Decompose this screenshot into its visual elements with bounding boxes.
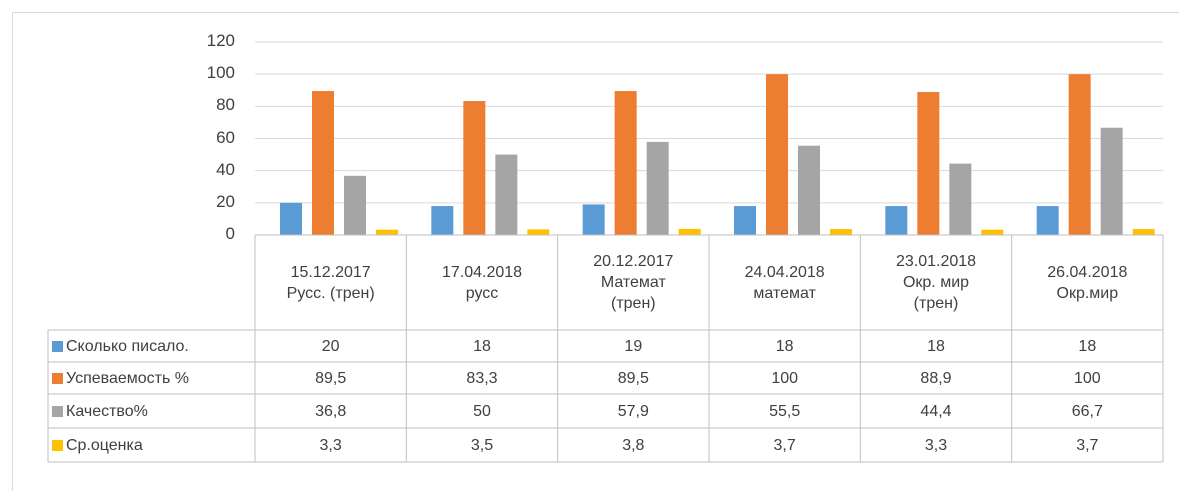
y-tick-label: 20 [216, 191, 235, 211]
legend-swatch [52, 340, 63, 352]
bar [1068, 74, 1091, 236]
table-value: 83,3 [466, 369, 498, 387]
category-label: 26.04.2018 Окр.мир [1047, 263, 1128, 302]
bar [766, 74, 788, 236]
bar [344, 175, 366, 235]
bar [885, 206, 908, 235]
bar [1132, 229, 1155, 235]
category-label: 15.12.2017 Русс. (трен) [286, 263, 375, 302]
bar [1100, 127, 1123, 235]
y-tick-label: 40 [216, 159, 235, 179]
bar [527, 229, 550, 235]
legend-entry: Качество% [48, 394, 255, 428]
category-label: 20.12.2017 Математ (трен) [593, 253, 674, 312]
bar [830, 229, 852, 235]
table-value: 57,9 [617, 402, 649, 420]
table-value: 3,7 [773, 436, 796, 454]
bar [1036, 206, 1059, 235]
y-tick-label: 0 [225, 224, 235, 243]
table-value: 100 [1073, 369, 1101, 387]
category-label: 17.04.2018 русс [441, 263, 523, 302]
bar [614, 91, 637, 235]
chart-border [12, 12, 1179, 491]
table-value: 3,8 [622, 436, 645, 454]
table-value: 3,3 [319, 436, 342, 454]
category-label: 23.01.2018 Окр. мир (трен) [895, 253, 977, 312]
bar [431, 206, 454, 235]
table-value: 20 [321, 337, 340, 355]
bar [495, 154, 518, 235]
table-value: 66,7 [1071, 402, 1103, 420]
table-value: 18 [473, 337, 491, 355]
legend-label: Успеваемость % [66, 369, 190, 387]
legend-label: Качество% [66, 402, 148, 420]
bar [376, 229, 398, 235]
bar [734, 206, 756, 235]
bar [678, 228, 701, 235]
table-value: 18 [775, 337, 794, 355]
table-value: 36,8 [315, 402, 347, 420]
table-value: 89,5 [617, 369, 649, 387]
legend-entry: Сколько писало. [48, 330, 255, 362]
bar [312, 91, 334, 235]
table-value: 89,5 [315, 369, 347, 387]
bar [646, 141, 669, 235]
category-label: 24.04.2018 математ [744, 263, 825, 302]
table-value: 55,5 [769, 402, 801, 420]
y-tick-label: 120 [206, 31, 235, 50]
bar [917, 92, 940, 235]
y-tick-label: 60 [216, 127, 235, 147]
table-value: 18 [1078, 337, 1097, 355]
bar [798, 145, 820, 235]
y-tick-label: 100 [206, 63, 235, 83]
table-value: 50 [473, 402, 491, 420]
legend-swatch [52, 372, 63, 384]
table-value: 3,7 [1076, 436, 1099, 454]
table-value: 19 [624, 337, 643, 355]
legend-label: Сколько писало. [66, 337, 189, 355]
legend-entry: Успеваемость % [48, 362, 255, 394]
table-value: 100 [771, 369, 799, 387]
table-value: 18 [927, 337, 945, 355]
bar [981, 229, 1004, 235]
table-value: 44,4 [920, 402, 952, 420]
legend-label: Ср.оценка [66, 436, 143, 454]
legend-swatch [52, 439, 63, 451]
bar [463, 101, 486, 235]
table-value: 88,9 [920, 369, 952, 387]
bar [582, 204, 605, 235]
bar [949, 163, 972, 235]
table-value: 3,5 [470, 436, 494, 454]
y-tick-label: 80 [216, 95, 235, 115]
legend-swatch [52, 405, 63, 417]
bar [280, 202, 302, 235]
legend-entry: Ср.оценка [48, 428, 255, 462]
table-value: 3,3 [924, 436, 948, 454]
